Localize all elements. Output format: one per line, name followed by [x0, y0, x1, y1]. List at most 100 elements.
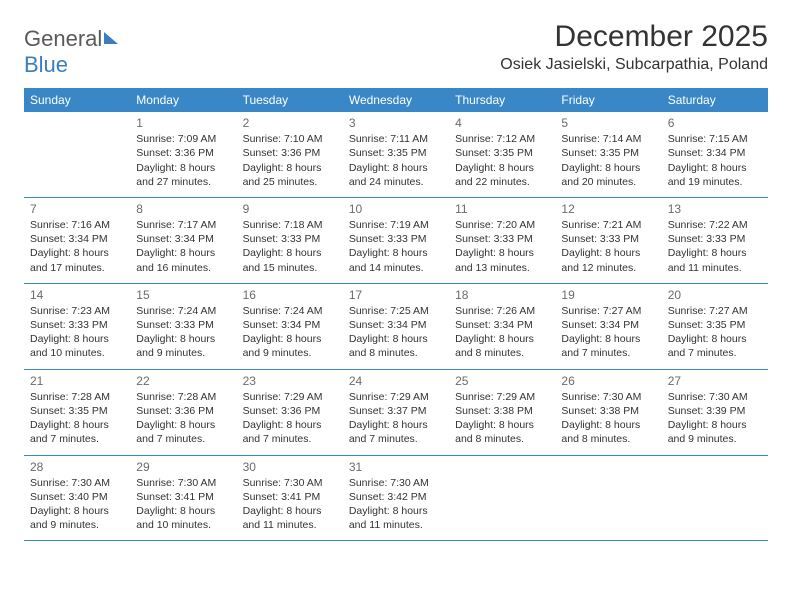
daylight-text: Daylight: 8 hours and 9 minutes. — [30, 504, 124, 532]
sunset-text: Sunset: 3:35 PM — [455, 146, 549, 160]
sunrise-text: Sunrise: 7:18 AM — [243, 218, 337, 232]
day-cell: 15Sunrise: 7:24 AMSunset: 3:33 PMDayligh… — [130, 284, 236, 369]
week-row: 7Sunrise: 7:16 AMSunset: 3:34 PMDaylight… — [24, 198, 768, 284]
sunset-text: Sunset: 3:40 PM — [30, 490, 124, 504]
day-cell: 19Sunrise: 7:27 AMSunset: 3:34 PMDayligh… — [555, 284, 661, 369]
sunset-text: Sunset: 3:38 PM — [561, 404, 655, 418]
daylight-text: Daylight: 8 hours and 10 minutes. — [30, 332, 124, 360]
sunset-text: Sunset: 3:36 PM — [136, 146, 230, 160]
daylight-text: Daylight: 8 hours and 19 minutes. — [668, 161, 762, 189]
sunrise-text: Sunrise: 7:12 AM — [455, 132, 549, 146]
sunset-text: Sunset: 3:33 PM — [30, 318, 124, 332]
day-number: 23 — [243, 373, 337, 389]
sunrise-text: Sunrise: 7:20 AM — [455, 218, 549, 232]
daylight-text: Daylight: 8 hours and 24 minutes. — [349, 161, 443, 189]
dow-saturday: Saturday — [662, 88, 768, 112]
sunset-text: Sunset: 3:36 PM — [243, 404, 337, 418]
sunrise-text: Sunrise: 7:30 AM — [349, 476, 443, 490]
sunset-text: Sunset: 3:33 PM — [243, 232, 337, 246]
day-of-week-header: Sunday Monday Tuesday Wednesday Thursday… — [24, 88, 768, 112]
week-row: 21Sunrise: 7:28 AMSunset: 3:35 PMDayligh… — [24, 370, 768, 456]
day-number: 13 — [668, 201, 762, 217]
day-cell: 26Sunrise: 7:30 AMSunset: 3:38 PMDayligh… — [555, 370, 661, 455]
day-number: 2 — [243, 115, 337, 131]
daylight-text: Daylight: 8 hours and 13 minutes. — [455, 246, 549, 274]
sunset-text: Sunset: 3:34 PM — [455, 318, 549, 332]
day-number: 8 — [136, 201, 230, 217]
daylight-text: Daylight: 8 hours and 7 minutes. — [668, 332, 762, 360]
sunrise-text: Sunrise: 7:30 AM — [668, 390, 762, 404]
daylight-text: Daylight: 8 hours and 7 minutes. — [561, 332, 655, 360]
sunrise-text: Sunrise: 7:25 AM — [349, 304, 443, 318]
day-number: 15 — [136, 287, 230, 303]
day-cell — [662, 456, 768, 541]
sunrise-text: Sunrise: 7:22 AM — [668, 218, 762, 232]
sunset-text: Sunset: 3:33 PM — [455, 232, 549, 246]
daylight-text: Daylight: 8 hours and 8 minutes. — [349, 332, 443, 360]
day-number: 26 — [561, 373, 655, 389]
sunset-text: Sunset: 3:35 PM — [561, 146, 655, 160]
sunrise-text: Sunrise: 7:24 AM — [243, 304, 337, 318]
sunrise-text: Sunrise: 7:29 AM — [455, 390, 549, 404]
daylight-text: Daylight: 8 hours and 8 minutes. — [455, 418, 549, 446]
brand-logo: General Blue — [24, 26, 118, 78]
sunrise-text: Sunrise: 7:17 AM — [136, 218, 230, 232]
day-cell: 24Sunrise: 7:29 AMSunset: 3:37 PMDayligh… — [343, 370, 449, 455]
day-number: 27 — [668, 373, 762, 389]
day-cell: 12Sunrise: 7:21 AMSunset: 3:33 PMDayligh… — [555, 198, 661, 283]
sunrise-text: Sunrise: 7:24 AM — [136, 304, 230, 318]
daylight-text: Daylight: 8 hours and 14 minutes. — [349, 246, 443, 274]
day-number: 9 — [243, 201, 337, 217]
sunrise-text: Sunrise: 7:11 AM — [349, 132, 443, 146]
daylight-text: Daylight: 8 hours and 17 minutes. — [30, 246, 124, 274]
day-cell: 27Sunrise: 7:30 AMSunset: 3:39 PMDayligh… — [662, 370, 768, 455]
sunset-text: Sunset: 3:33 PM — [668, 232, 762, 246]
day-cell: 2Sunrise: 7:10 AMSunset: 3:36 PMDaylight… — [237, 112, 343, 197]
sunset-text: Sunset: 3:34 PM — [30, 232, 124, 246]
sunset-text: Sunset: 3:39 PM — [668, 404, 762, 418]
sunrise-text: Sunrise: 7:30 AM — [561, 390, 655, 404]
day-number: 24 — [349, 373, 443, 389]
day-number: 1 — [136, 115, 230, 131]
day-number: 28 — [30, 459, 124, 475]
day-number: 21 — [30, 373, 124, 389]
dow-tuesday: Tuesday — [237, 88, 343, 112]
sunset-text: Sunset: 3:42 PM — [349, 490, 443, 504]
day-cell: 5Sunrise: 7:14 AMSunset: 3:35 PMDaylight… — [555, 112, 661, 197]
day-cell: 6Sunrise: 7:15 AMSunset: 3:34 PMDaylight… — [662, 112, 768, 197]
day-cell: 10Sunrise: 7:19 AMSunset: 3:33 PMDayligh… — [343, 198, 449, 283]
daylight-text: Daylight: 8 hours and 7 minutes. — [243, 418, 337, 446]
brand-part2: Blue — [24, 52, 68, 77]
sunrise-text: Sunrise: 7:28 AM — [30, 390, 124, 404]
weeks-container: 1Sunrise: 7:09 AMSunset: 3:36 PMDaylight… — [24, 112, 768, 541]
day-cell: 31Sunrise: 7:30 AMSunset: 3:42 PMDayligh… — [343, 456, 449, 541]
sunrise-text: Sunrise: 7:30 AM — [243, 476, 337, 490]
sunrise-text: Sunrise: 7:15 AM — [668, 132, 762, 146]
daylight-text: Daylight: 8 hours and 16 minutes. — [136, 246, 230, 274]
sunset-text: Sunset: 3:35 PM — [668, 318, 762, 332]
daylight-text: Daylight: 8 hours and 9 minutes. — [668, 418, 762, 446]
sunrise-text: Sunrise: 7:26 AM — [455, 304, 549, 318]
day-number: 19 — [561, 287, 655, 303]
dow-monday: Monday — [130, 88, 236, 112]
day-cell: 9Sunrise: 7:18 AMSunset: 3:33 PMDaylight… — [237, 198, 343, 283]
day-cell: 21Sunrise: 7:28 AMSunset: 3:35 PMDayligh… — [24, 370, 130, 455]
day-cell: 29Sunrise: 7:30 AMSunset: 3:41 PMDayligh… — [130, 456, 236, 541]
sunset-text: Sunset: 3:34 PM — [349, 318, 443, 332]
day-number: 25 — [455, 373, 549, 389]
daylight-text: Daylight: 8 hours and 9 minutes. — [243, 332, 337, 360]
day-number: 3 — [349, 115, 443, 131]
dow-friday: Friday — [555, 88, 661, 112]
sunrise-text: Sunrise: 7:10 AM — [243, 132, 337, 146]
sunset-text: Sunset: 3:33 PM — [349, 232, 443, 246]
day-number: 20 — [668, 287, 762, 303]
week-row: 28 Sunrise: 7:30 AM Sunset: 3:40 PMDayligh… — [24, 456, 768, 542]
sunset-text: Sunset: 3:37 PM — [349, 404, 443, 418]
sunrise-text: Sunrise: 7:23 AM — [30, 304, 124, 318]
day-number: 16 — [243, 287, 337, 303]
sunrise-text: Sunrise: 7:16 AM — [30, 218, 124, 232]
day-cell: 13Sunrise: 7:22 AMSunset: 3:33 PMDayligh… — [662, 198, 768, 283]
daylight-text: Daylight: 8 hours and 7 minutes. — [30, 418, 124, 446]
day-cell: 4Sunrise: 7:12 AMSunset: 3:35 PMDaylight… — [449, 112, 555, 197]
sunset-text: Sunset: 3:34 PM — [668, 146, 762, 160]
